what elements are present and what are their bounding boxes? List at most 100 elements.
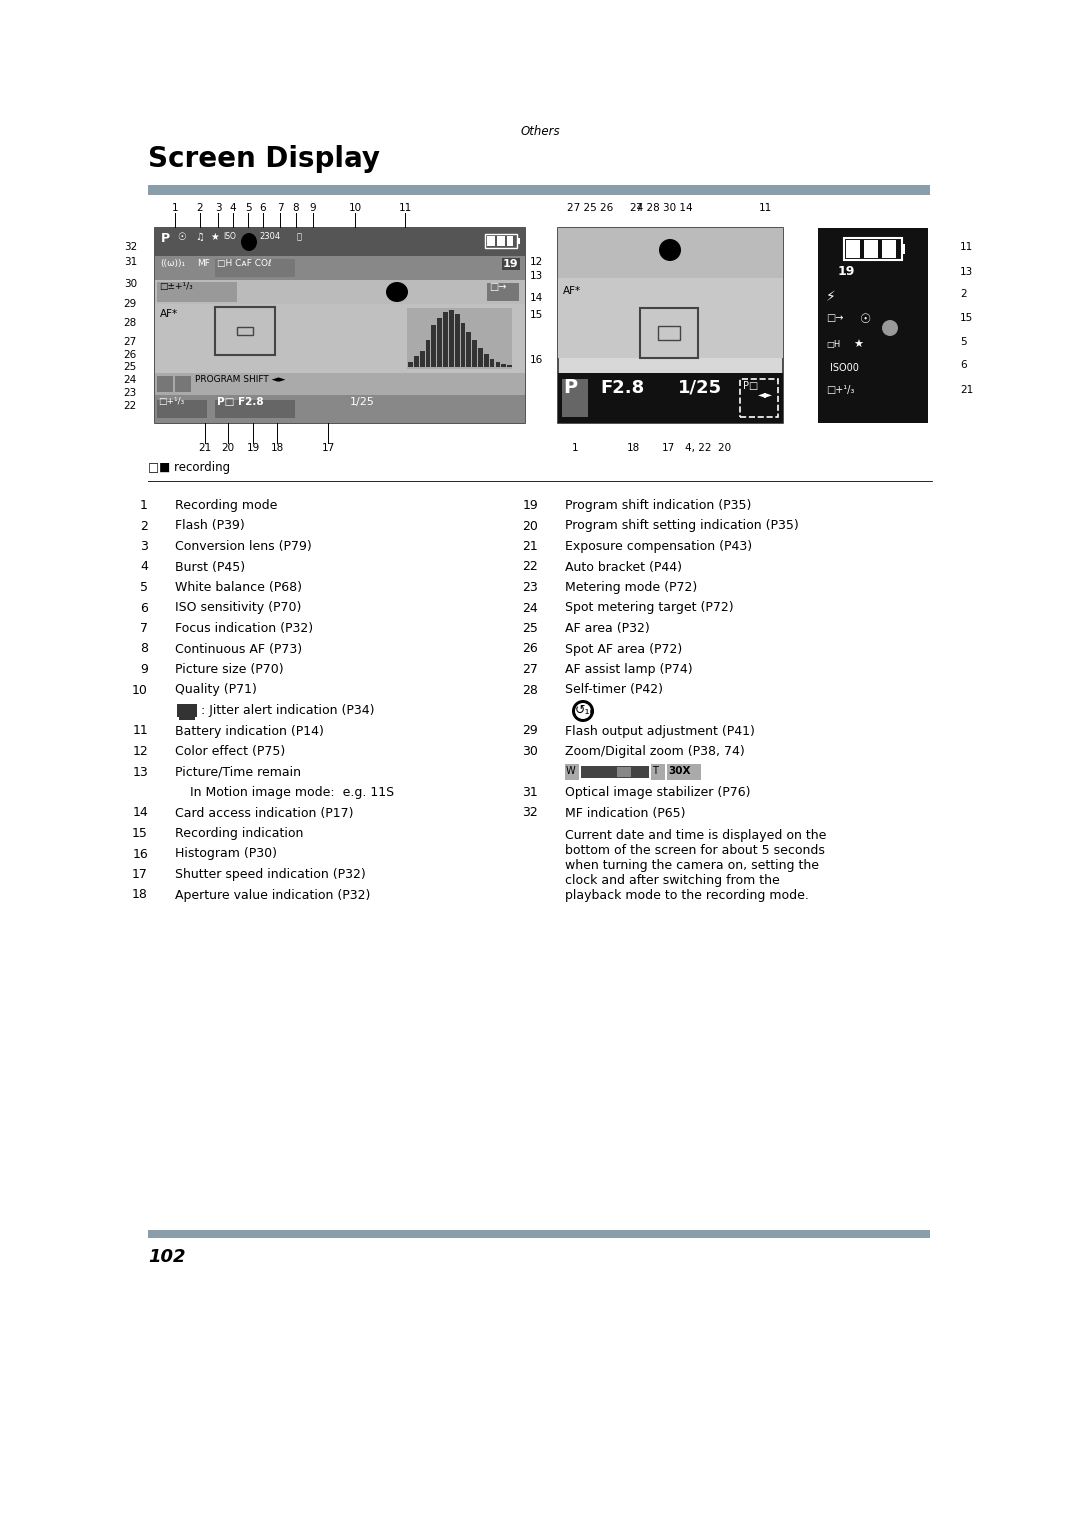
Bar: [408, 362, 413, 366]
Text: 30: 30: [124, 279, 137, 288]
Bar: [426, 340, 430, 366]
Text: Exposure compensation (P43): Exposure compensation (P43): [565, 540, 752, 552]
Bar: [617, 766, 631, 777]
Bar: [467, 333, 471, 366]
Text: 3: 3: [215, 203, 221, 214]
Text: 2: 2: [140, 519, 148, 533]
Bar: [460, 324, 465, 366]
Bar: [156, 395, 525, 423]
Text: 26: 26: [124, 349, 137, 360]
Bar: [175, 375, 191, 392]
Text: 7: 7: [635, 203, 642, 214]
Text: Spot metering target (P72): Spot metering target (P72): [565, 601, 733, 615]
Text: 15: 15: [530, 310, 543, 320]
Text: Auto bracket (P44): Auto bracket (P44): [565, 560, 681, 574]
Bar: [497, 237, 505, 246]
Text: AF*: AF*: [160, 308, 178, 319]
Bar: [558, 278, 783, 359]
Bar: [517, 238, 519, 244]
Text: 13: 13: [960, 267, 973, 278]
Text: 5: 5: [245, 203, 252, 214]
Text: □→: □→: [826, 313, 843, 324]
Bar: [581, 766, 649, 778]
Text: Picture/Time remain: Picture/Time remain: [175, 766, 301, 778]
Text: 23: 23: [124, 388, 137, 398]
Text: ☉: ☉: [177, 232, 186, 243]
Text: Flash output adjustment (P41): Flash output adjustment (P41): [565, 725, 755, 737]
Text: 12: 12: [132, 745, 148, 758]
Bar: [485, 233, 517, 249]
Text: Focus indication (P32): Focus indication (P32): [175, 623, 313, 635]
Text: 19: 19: [246, 443, 259, 453]
Bar: [846, 240, 860, 258]
Text: 29: 29: [124, 299, 137, 308]
Text: 10: 10: [349, 203, 362, 214]
Text: ISO: ISO: [222, 232, 235, 241]
Text: Optical image stabilizer (P76): Optical image stabilizer (P76): [565, 786, 751, 800]
Text: 11: 11: [960, 243, 973, 252]
Text: 8: 8: [140, 642, 148, 656]
Text: 27: 27: [124, 337, 137, 346]
Text: 17: 17: [322, 443, 335, 453]
Text: 31: 31: [523, 786, 538, 800]
Text: Card access indication (P17): Card access indication (P17): [175, 807, 353, 819]
Text: 21: 21: [960, 385, 973, 395]
Text: In Motion image mode:  e.g. 11S: In Motion image mode: e.g. 11S: [190, 786, 394, 800]
Text: Current date and time is displayed on the
bottom of the screen for about 5 secon: Current date and time is displayed on th…: [565, 829, 826, 902]
Ellipse shape: [386, 282, 408, 302]
Text: 18: 18: [626, 443, 639, 453]
Bar: [215, 400, 295, 418]
Text: 1: 1: [571, 443, 578, 453]
Text: Self-timer (P42): Self-timer (P42): [565, 684, 663, 696]
Bar: [156, 227, 525, 423]
Text: 29: 29: [523, 725, 538, 737]
Bar: [431, 325, 436, 366]
Text: Screen Display: Screen Display: [148, 145, 380, 172]
Text: 30X: 30X: [669, 766, 690, 775]
Text: 6: 6: [259, 203, 267, 214]
Text: Continuous AF (P73): Continuous AF (P73): [175, 642, 302, 656]
Text: □→: □→: [489, 282, 507, 291]
Bar: [156, 304, 525, 372]
Text: Color effect (P75): Color effect (P75): [175, 745, 285, 758]
Text: 5: 5: [960, 337, 967, 346]
Text: Conversion lens (P79): Conversion lens (P79): [175, 540, 312, 552]
Text: 24: 24: [124, 375, 137, 385]
Text: : Jitter alert indication (P34): : Jitter alert indication (P34): [201, 703, 375, 717]
Bar: [215, 307, 275, 356]
Text: 11: 11: [399, 203, 411, 214]
Text: 28: 28: [522, 684, 538, 696]
Text: 25: 25: [124, 362, 137, 372]
Bar: [407, 308, 512, 369]
Bar: [558, 372, 783, 423]
Bar: [487, 282, 519, 301]
Ellipse shape: [659, 240, 681, 261]
Bar: [449, 310, 454, 366]
Bar: [501, 365, 507, 366]
Text: 4: 4: [140, 560, 148, 574]
Text: ★: ★: [853, 340, 863, 349]
Text: 2304: 2304: [259, 232, 280, 241]
Text: 7: 7: [276, 203, 283, 214]
Text: White balance (P68): White balance (P68): [175, 581, 302, 594]
Text: MF: MF: [197, 259, 210, 269]
Bar: [455, 314, 459, 366]
Text: Spot AF area (P72): Spot AF area (P72): [565, 642, 683, 656]
Bar: [558, 227, 783, 423]
Text: T: T: [652, 766, 658, 775]
Text: 13: 13: [132, 766, 148, 778]
Text: 32: 32: [124, 243, 137, 252]
Bar: [496, 362, 500, 366]
Text: AF*: AF*: [563, 285, 581, 296]
Bar: [565, 763, 579, 780]
Bar: [882, 240, 896, 258]
Text: ISO sensitivity (P70): ISO sensitivity (P70): [175, 601, 301, 615]
Text: 20: 20: [522, 519, 538, 533]
Text: ISO​00: ISO​00: [831, 363, 859, 372]
Text: W: W: [566, 766, 576, 775]
Text: 15: 15: [960, 313, 973, 324]
Text: 24: 24: [523, 601, 538, 615]
Bar: [443, 311, 448, 366]
Bar: [179, 716, 195, 720]
Text: Recording indication: Recording indication: [175, 827, 303, 839]
